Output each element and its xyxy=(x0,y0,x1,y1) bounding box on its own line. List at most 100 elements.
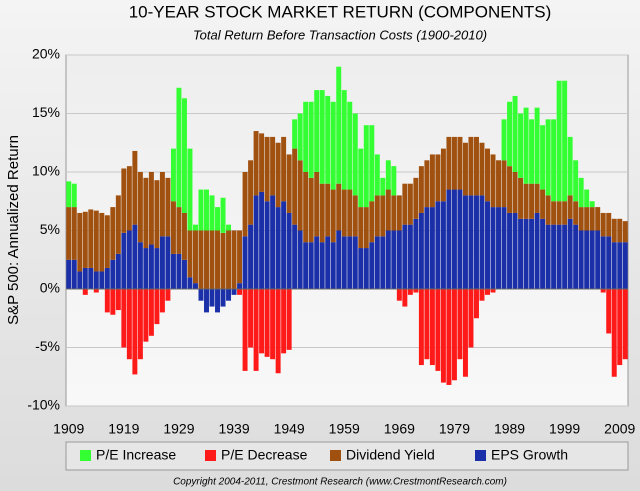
bar-segment xyxy=(71,183,77,208)
bar-segment xyxy=(303,242,309,289)
bar-segment xyxy=(507,101,513,167)
y-axis-label: S&P 500: Annualized Return xyxy=(5,135,22,325)
bar-segment xyxy=(462,289,468,377)
bar-segment xyxy=(82,267,88,289)
bar-segment xyxy=(518,177,524,219)
bar-segment xyxy=(617,218,623,243)
bar-segment xyxy=(385,189,391,231)
bar-segment xyxy=(457,289,463,360)
bar-segment xyxy=(209,195,215,231)
bar-segment xyxy=(490,289,496,293)
bar-segment xyxy=(451,189,457,289)
bar-segment xyxy=(573,160,579,202)
bar-segment xyxy=(573,201,579,225)
bar-segment xyxy=(275,207,281,289)
bar-segment xyxy=(407,224,413,289)
bar-segment xyxy=(391,166,397,196)
bar-segment xyxy=(429,154,435,208)
bar-segment xyxy=(407,183,413,225)
bar-segment xyxy=(402,289,408,307)
bar-segment xyxy=(551,201,557,225)
bar-segment xyxy=(237,289,243,295)
bar-segment xyxy=(181,259,187,289)
bar-segment xyxy=(556,201,562,225)
bar-segment xyxy=(485,201,490,289)
bar-segment xyxy=(170,253,176,289)
bar-segment xyxy=(358,148,364,208)
x-tick-label: 1909 xyxy=(53,421,84,437)
bar-segment xyxy=(336,66,342,184)
bar-segment xyxy=(270,289,276,360)
bar-segment xyxy=(347,189,353,237)
bar-segment xyxy=(264,136,270,202)
bar-segment xyxy=(314,172,320,237)
bar-segment xyxy=(93,271,99,289)
bar-segment xyxy=(429,207,435,289)
bar-segment xyxy=(248,224,254,289)
bar-segment xyxy=(204,230,209,289)
bar-segment xyxy=(319,90,325,184)
bar-segment xyxy=(292,119,298,149)
bar-segment xyxy=(490,154,496,208)
bar-segment xyxy=(485,148,490,202)
bar-segment xyxy=(540,125,546,190)
bar-segment xyxy=(545,119,551,196)
bar-segment xyxy=(523,107,529,184)
bar-segment xyxy=(308,177,314,243)
chart-title: 10-YEAR STOCK MARKET RETURN (COMPONENTS) xyxy=(129,2,552,21)
bar-segment xyxy=(529,119,535,184)
bar-segment xyxy=(66,259,72,289)
bar-segment xyxy=(468,136,474,196)
bar-segment xyxy=(600,289,606,293)
bar-segment xyxy=(99,212,105,272)
bar-segment xyxy=(507,166,513,213)
bar-segment xyxy=(589,201,595,208)
bar-segment xyxy=(440,289,446,383)
bar-segment xyxy=(231,230,237,289)
x-tick-label: 1959 xyxy=(329,421,360,437)
x-tick-label: 1919 xyxy=(108,421,139,437)
bar-segment xyxy=(143,177,149,249)
bar-segment xyxy=(325,95,331,184)
bar-segment xyxy=(479,142,485,196)
bar-segment xyxy=(270,136,276,196)
bar-segment xyxy=(314,236,320,289)
bar-segment xyxy=(143,289,149,342)
bar-segment xyxy=(264,289,270,357)
y-tick-label: -10% xyxy=(27,397,60,413)
x-tick-label: 1929 xyxy=(163,421,194,437)
bar-segment xyxy=(148,172,154,245)
bar-segment xyxy=(440,148,446,202)
bar-segment xyxy=(71,207,77,260)
bar-segment xyxy=(496,207,501,289)
bar-segment xyxy=(170,148,176,202)
bar-segment xyxy=(617,242,623,289)
bar-segment xyxy=(352,113,358,196)
bar-segment xyxy=(286,154,292,213)
bar-segment xyxy=(589,230,595,289)
legend-swatch xyxy=(80,450,91,461)
bar-segment xyxy=(374,195,380,237)
bar-segment xyxy=(253,289,259,371)
bar-segment xyxy=(259,289,265,354)
bar-segment xyxy=(363,248,369,289)
bar-segment xyxy=(600,212,606,237)
bar-segment xyxy=(126,230,132,289)
bar-segment xyxy=(435,289,441,371)
bar-segment xyxy=(435,154,441,202)
legend-swatch xyxy=(330,450,341,461)
bar-segment xyxy=(165,177,171,237)
bar-segment xyxy=(110,289,116,315)
bar-segment xyxy=(512,172,518,213)
bar-segment xyxy=(611,289,617,377)
bar-segment xyxy=(507,212,513,289)
bar-segment xyxy=(88,267,94,289)
bar-segment xyxy=(165,236,171,289)
bar-segment xyxy=(132,289,138,375)
bar-segment xyxy=(281,289,287,354)
bar-segment xyxy=(611,242,617,289)
bar-segment xyxy=(380,236,386,289)
bar-segment xyxy=(595,207,601,231)
bar-segment xyxy=(424,160,430,208)
